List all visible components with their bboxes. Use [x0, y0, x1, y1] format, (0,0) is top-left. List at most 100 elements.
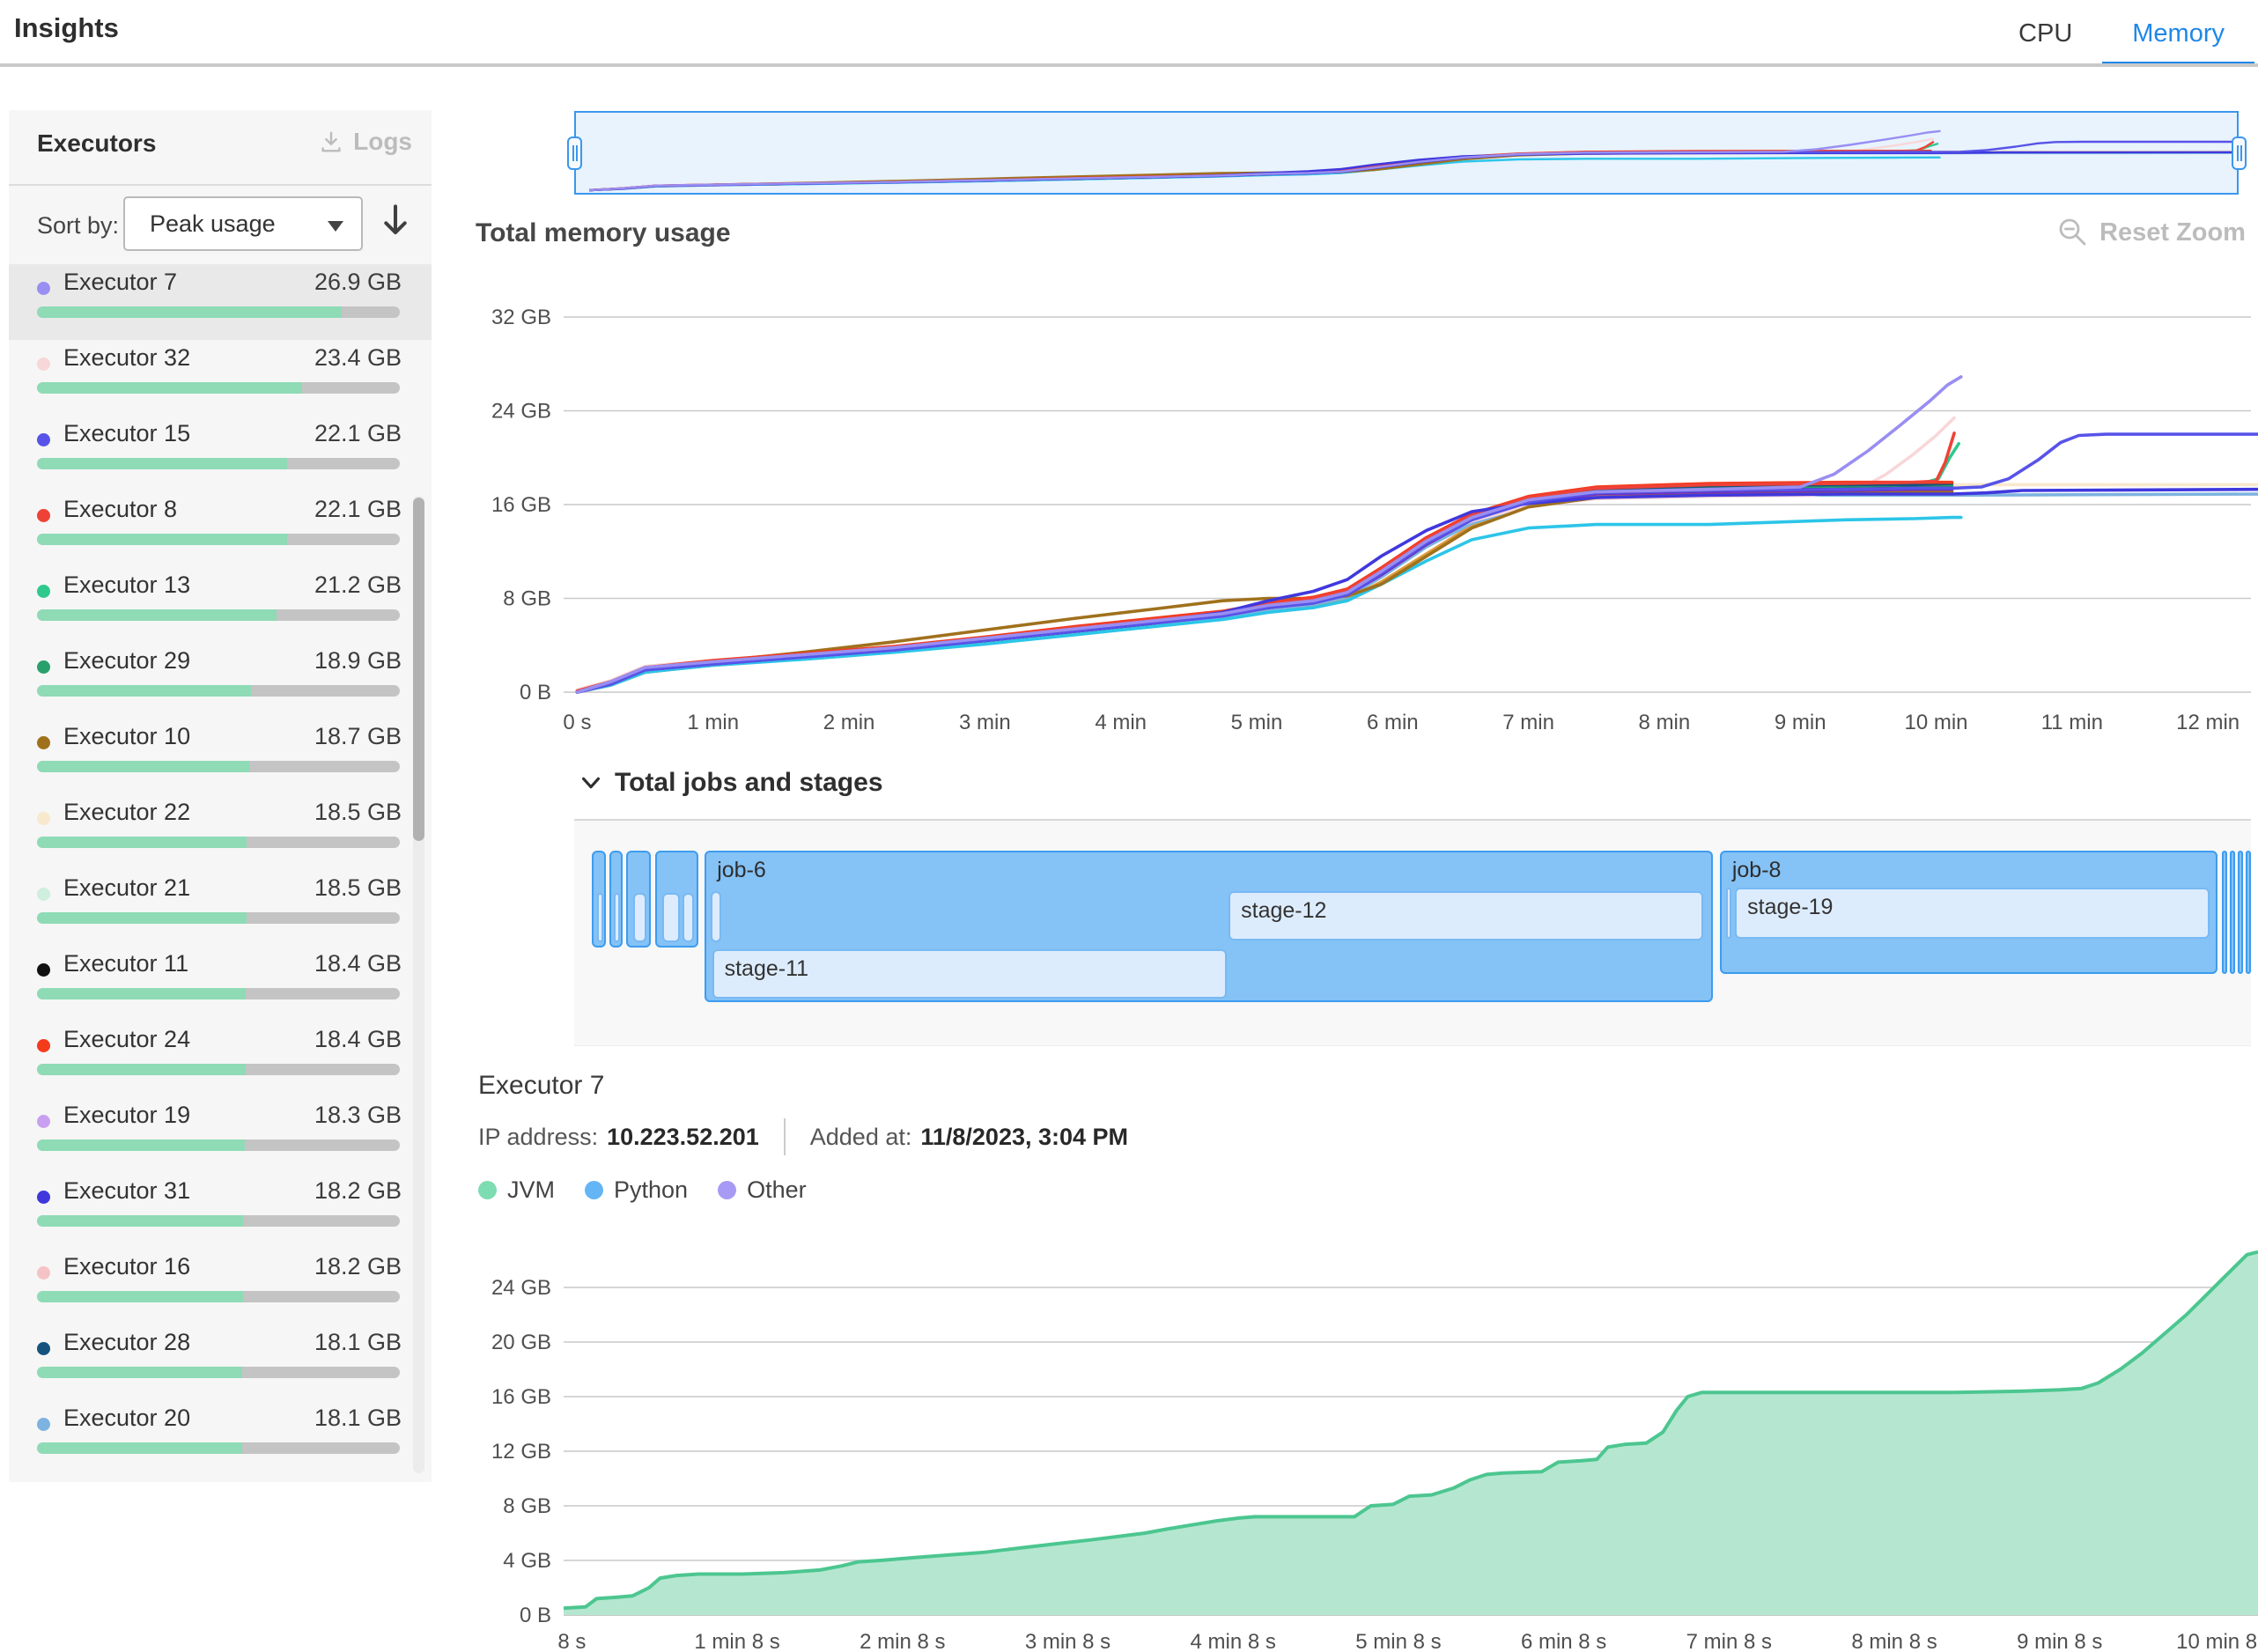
stage-bar[interactable] — [597, 893, 603, 942]
x-axis-label: 3 min 8 s — [1025, 1630, 1111, 1652]
executor-peak-value: 18.4 GB — [314, 950, 402, 977]
executor-usage-bar — [37, 685, 400, 697]
stage-bar-stage-11[interactable]: stage-11 — [712, 949, 1227, 999]
series-executor-15 — [575, 432, 2258, 694]
executor-list-item[interactable]: Executor 28 18.1 GB — [9, 1324, 432, 1400]
x-axis-label: 10 min 8 s — [2176, 1630, 2258, 1652]
executor-list-item[interactable]: Executor 22 18.5 GB — [9, 794, 432, 870]
job-bar[interactable] — [625, 851, 651, 948]
logs-button[interactable]: Logs — [318, 128, 412, 156]
x-axis-label: 12 min — [2176, 711, 2240, 734]
executor-name: Executor 28 — [63, 1329, 191, 1355]
stage-bar[interactable] — [683, 893, 695, 942]
legend-python[interactable]: Python — [585, 1176, 688, 1204]
job-label: job-6 — [717, 858, 766, 882]
executor-list-item[interactable]: Executor 11 18.4 GB — [9, 946, 432, 1021]
stage-bar[interactable] — [711, 891, 721, 942]
y-axis-label: 0 B — [520, 1604, 551, 1627]
arrow-down-icon — [384, 204, 407, 235]
stage-bar-stage-19[interactable]: stage-19 — [1735, 888, 2210, 939]
y-axis-label: 12 GB — [491, 1440, 551, 1464]
scrollbar-thumb[interactable] — [413, 498, 424, 841]
stage-bar[interactable] — [662, 893, 680, 942]
executor-list-item[interactable]: Executor 13 21.2 GB — [9, 567, 432, 643]
stage-bar-stage-12[interactable]: stage-12 — [1229, 891, 1704, 940]
executor-list-item[interactable]: Executor 32 23.4 GB — [9, 340, 432, 416]
total-memory-chart: 0 B 8 GB 16 GB 24 GB 32 GB 0 s 1 min 2 min 3 min… — [491, 306, 2258, 734]
job-bar[interactable] — [2237, 851, 2243, 974]
executor-list-item[interactable]: Executor 10 18.7 GB — [9, 719, 432, 794]
reset-zoom-label: Reset Zoom — [2099, 218, 2246, 247]
jobs-section-title: Total jobs and stages — [615, 768, 883, 797]
executor-peak-value: 18.5 GB — [314, 799, 402, 825]
x-axis-label: 7 min 8 s — [1686, 1630, 1772, 1652]
executor-usage-fill — [37, 837, 247, 848]
executor-list-item[interactable]: Executor 7 26.9 GB — [9, 264, 432, 340]
executor-list-item[interactable]: Executor 31 18.2 GB — [9, 1173, 432, 1249]
job-bar[interactable] — [2229, 851, 2235, 974]
executor-usage-fill — [37, 685, 252, 697]
stage-bar[interactable] — [633, 893, 647, 942]
y-axis-label: 24 GB — [491, 400, 551, 424]
reset-zoom-button[interactable]: Reset Zoom — [2057, 217, 2246, 248]
executor-list-item[interactable]: Executor 19 18.3 GB — [9, 1097, 432, 1173]
x-axis-label: 8 s — [557, 1630, 586, 1652]
executor-name: Executor 31 — [63, 1177, 191, 1204]
jvm-area-line — [563, 1250, 2258, 1611]
executor-list-item[interactable]: Executor 16 18.2 GB — [9, 1249, 432, 1324]
executor-color-dot — [37, 358, 50, 371]
executor-list-item[interactable]: Executor 29 18.9 GB — [9, 643, 432, 719]
tab-memory[interactable]: Memory — [2102, 0, 2254, 67]
executor-list-item[interactable]: Executor 20 18.1 GB — [9, 1400, 432, 1476]
jvm-dot-icon — [478, 1181, 497, 1199]
y-axis-label: 4 GB — [503, 1549, 551, 1573]
job-bar[interactable] — [655, 851, 698, 948]
x-axis-label: 9 min — [1775, 711, 1826, 734]
job-bar[interactable] — [2245, 851, 2251, 974]
executor-peak-value: 18.2 GB — [314, 1253, 402, 1280]
download-icon — [321, 131, 341, 152]
job-bar-job-6[interactable]: job-6 stage-12 stage-11 — [705, 851, 1714, 1002]
executor-peak-value: 22.1 GB — [314, 420, 402, 446]
stage-bar[interactable] — [614, 893, 620, 942]
stage-label: stage-19 — [1747, 895, 1834, 919]
executor-color-dot — [37, 1191, 50, 1204]
memory-type-legend: JVM Python Other — [478, 1176, 807, 1204]
executor-list-item[interactable]: Executor 24 18.4 GB — [9, 1021, 432, 1097]
executor-memory-area-chart: 0 B 4 GB 8 GB 12 GB 16 GB 20 GB 24 GB 8 s 1 min … — [491, 1250, 2258, 1652]
jobs-section-toggle[interactable]: Total jobs and stages — [578, 768, 883, 798]
job-bar-job-8[interactable]: job-8 stage-19 — [1719, 851, 2217, 974]
stage-bar[interactable] — [1725, 888, 1732, 939]
job-bar[interactable] — [592, 851, 606, 948]
job-bar[interactable] — [609, 851, 623, 948]
grip-line — [2240, 145, 2242, 161]
brush-handle-right[interactable] — [2232, 136, 2247, 170]
executor-list-item[interactable]: Executor 27 18.1 GB — [9, 1476, 432, 1482]
sort-direction-button[interactable] — [379, 202, 412, 245]
executor-usage-fill — [37, 1442, 243, 1454]
job-label: job-8 — [1731, 858, 1782, 882]
x-axis-label: 5 min — [1231, 711, 1283, 734]
series-executor-25 — [575, 515, 1963, 694]
overview-chart — [589, 129, 2237, 192]
sort-select[interactable]: Peak usage — [123, 196, 363, 251]
executor-list-item[interactable]: Executor 15 22.1 GB — [9, 416, 432, 491]
zoom-brush-overview[interactable] — [574, 111, 2239, 195]
tab-cpu[interactable]: CPU — [1989, 0, 2102, 67]
executor-usage-bar — [37, 458, 400, 469]
executor-list-item[interactable]: Executor 21 18.5 GB — [9, 870, 432, 946]
executor-usage-fill — [37, 382, 302, 394]
executor-list-item[interactable]: Executor 8 22.1 GB — [9, 491, 432, 567]
x-axis-label: 1 min — [687, 711, 739, 734]
executor-usage-fill — [37, 1215, 244, 1227]
job-bar[interactable] — [2221, 851, 2228, 974]
added-label: Added at: — [809, 1123, 912, 1150]
brush-handle-left[interactable] — [567, 136, 582, 170]
y-axis-label: 0 B — [520, 681, 551, 704]
executor-color-dot — [37, 736, 50, 749]
executor-meta: IP address: 10.223.52.201 Added at: 11/8… — [478, 1118, 1128, 1155]
tab-cpu-label: CPU — [2018, 18, 2073, 48]
executor-name: Executor 10 — [63, 723, 191, 749]
legend-jvm[interactable]: JVM — [478, 1176, 555, 1204]
legend-other[interactable]: Other — [718, 1176, 807, 1204]
